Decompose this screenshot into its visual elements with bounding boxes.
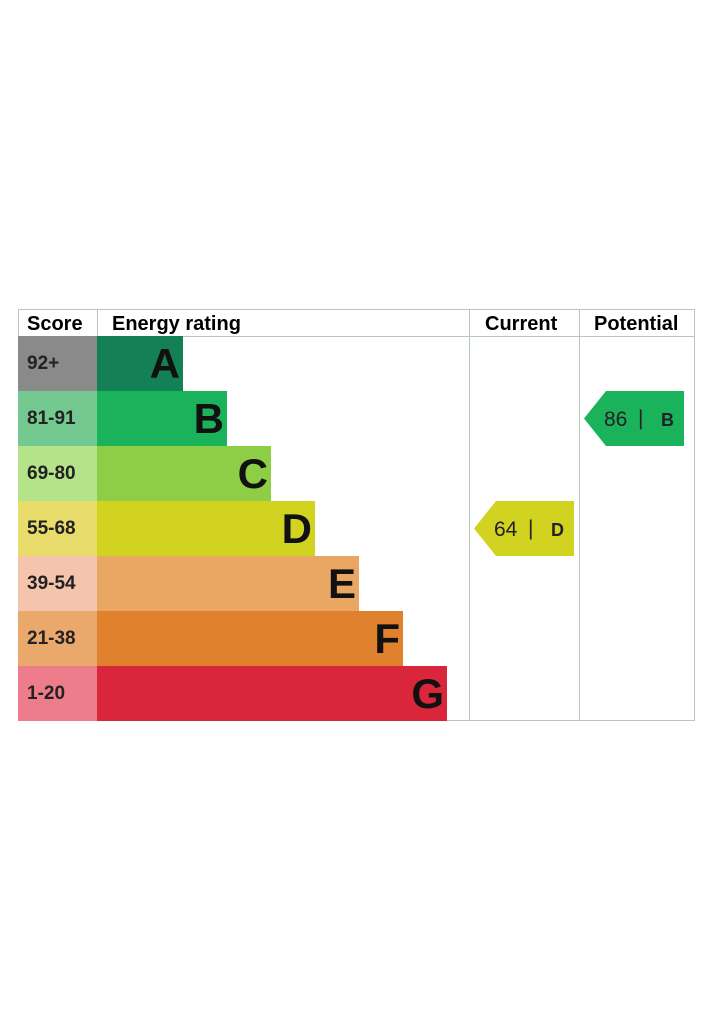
score-range-b: 81-91	[27, 408, 76, 429]
rating-letter-c: C	[238, 450, 268, 497]
potential-band: B	[661, 410, 674, 430]
potential-score: 86	[604, 408, 627, 431]
potential-separator: |	[638, 407, 643, 430]
score-cell-d	[18, 501, 97, 556]
score-range-a: 92+	[27, 353, 59, 374]
header-energy-rating: Energy rating	[112, 313, 241, 335]
rating-bar-g	[97, 666, 447, 721]
score-cell-a	[18, 336, 97, 391]
rating-letter-f: F	[374, 615, 400, 662]
rating-bar-f	[97, 611, 403, 666]
score-cell-b	[18, 391, 97, 446]
rating-bar-a	[97, 336, 183, 391]
rating-letter-g: G	[411, 670, 444, 717]
header-score: Score	[27, 313, 83, 335]
current-band: D	[551, 520, 564, 540]
current-indicator-arrow	[474, 501, 574, 556]
header-potential: Potential	[594, 313, 678, 335]
rating-bar-e	[97, 556, 359, 611]
rating-bar-b	[97, 391, 227, 446]
rating-letter-e: E	[328, 560, 356, 607]
score-cell-e	[18, 556, 97, 611]
header-current: Current	[485, 313, 558, 335]
rating-letter-b: B	[194, 395, 224, 442]
rating-bar-c	[97, 446, 271, 501]
rating-indicators: 64 | D 86 | B	[474, 391, 684, 556]
rating-bands: 92+ A 81-91 B 69-80 C 55-68 D 39-54 E 21-38 F 1-20 G	[18, 336, 447, 721]
current-separator: |	[528, 517, 533, 540]
rating-bar-d	[97, 501, 315, 556]
score-range-g: 1-20	[27, 683, 65, 704]
score-range-f: 21-38	[27, 628, 76, 649]
score-range-e: 39-54	[27, 573, 76, 594]
score-range-d: 55-68	[27, 518, 76, 539]
score-range-c: 69-80	[27, 463, 76, 484]
score-cell-c	[18, 446, 97, 501]
potential-indicator-arrow	[584, 391, 684, 446]
current-score: 64	[494, 518, 518, 541]
rating-letter-d: D	[282, 505, 312, 552]
score-cell-f	[18, 611, 97, 666]
rating-letter-a: A	[150, 340, 180, 387]
score-cell-g	[18, 666, 97, 721]
